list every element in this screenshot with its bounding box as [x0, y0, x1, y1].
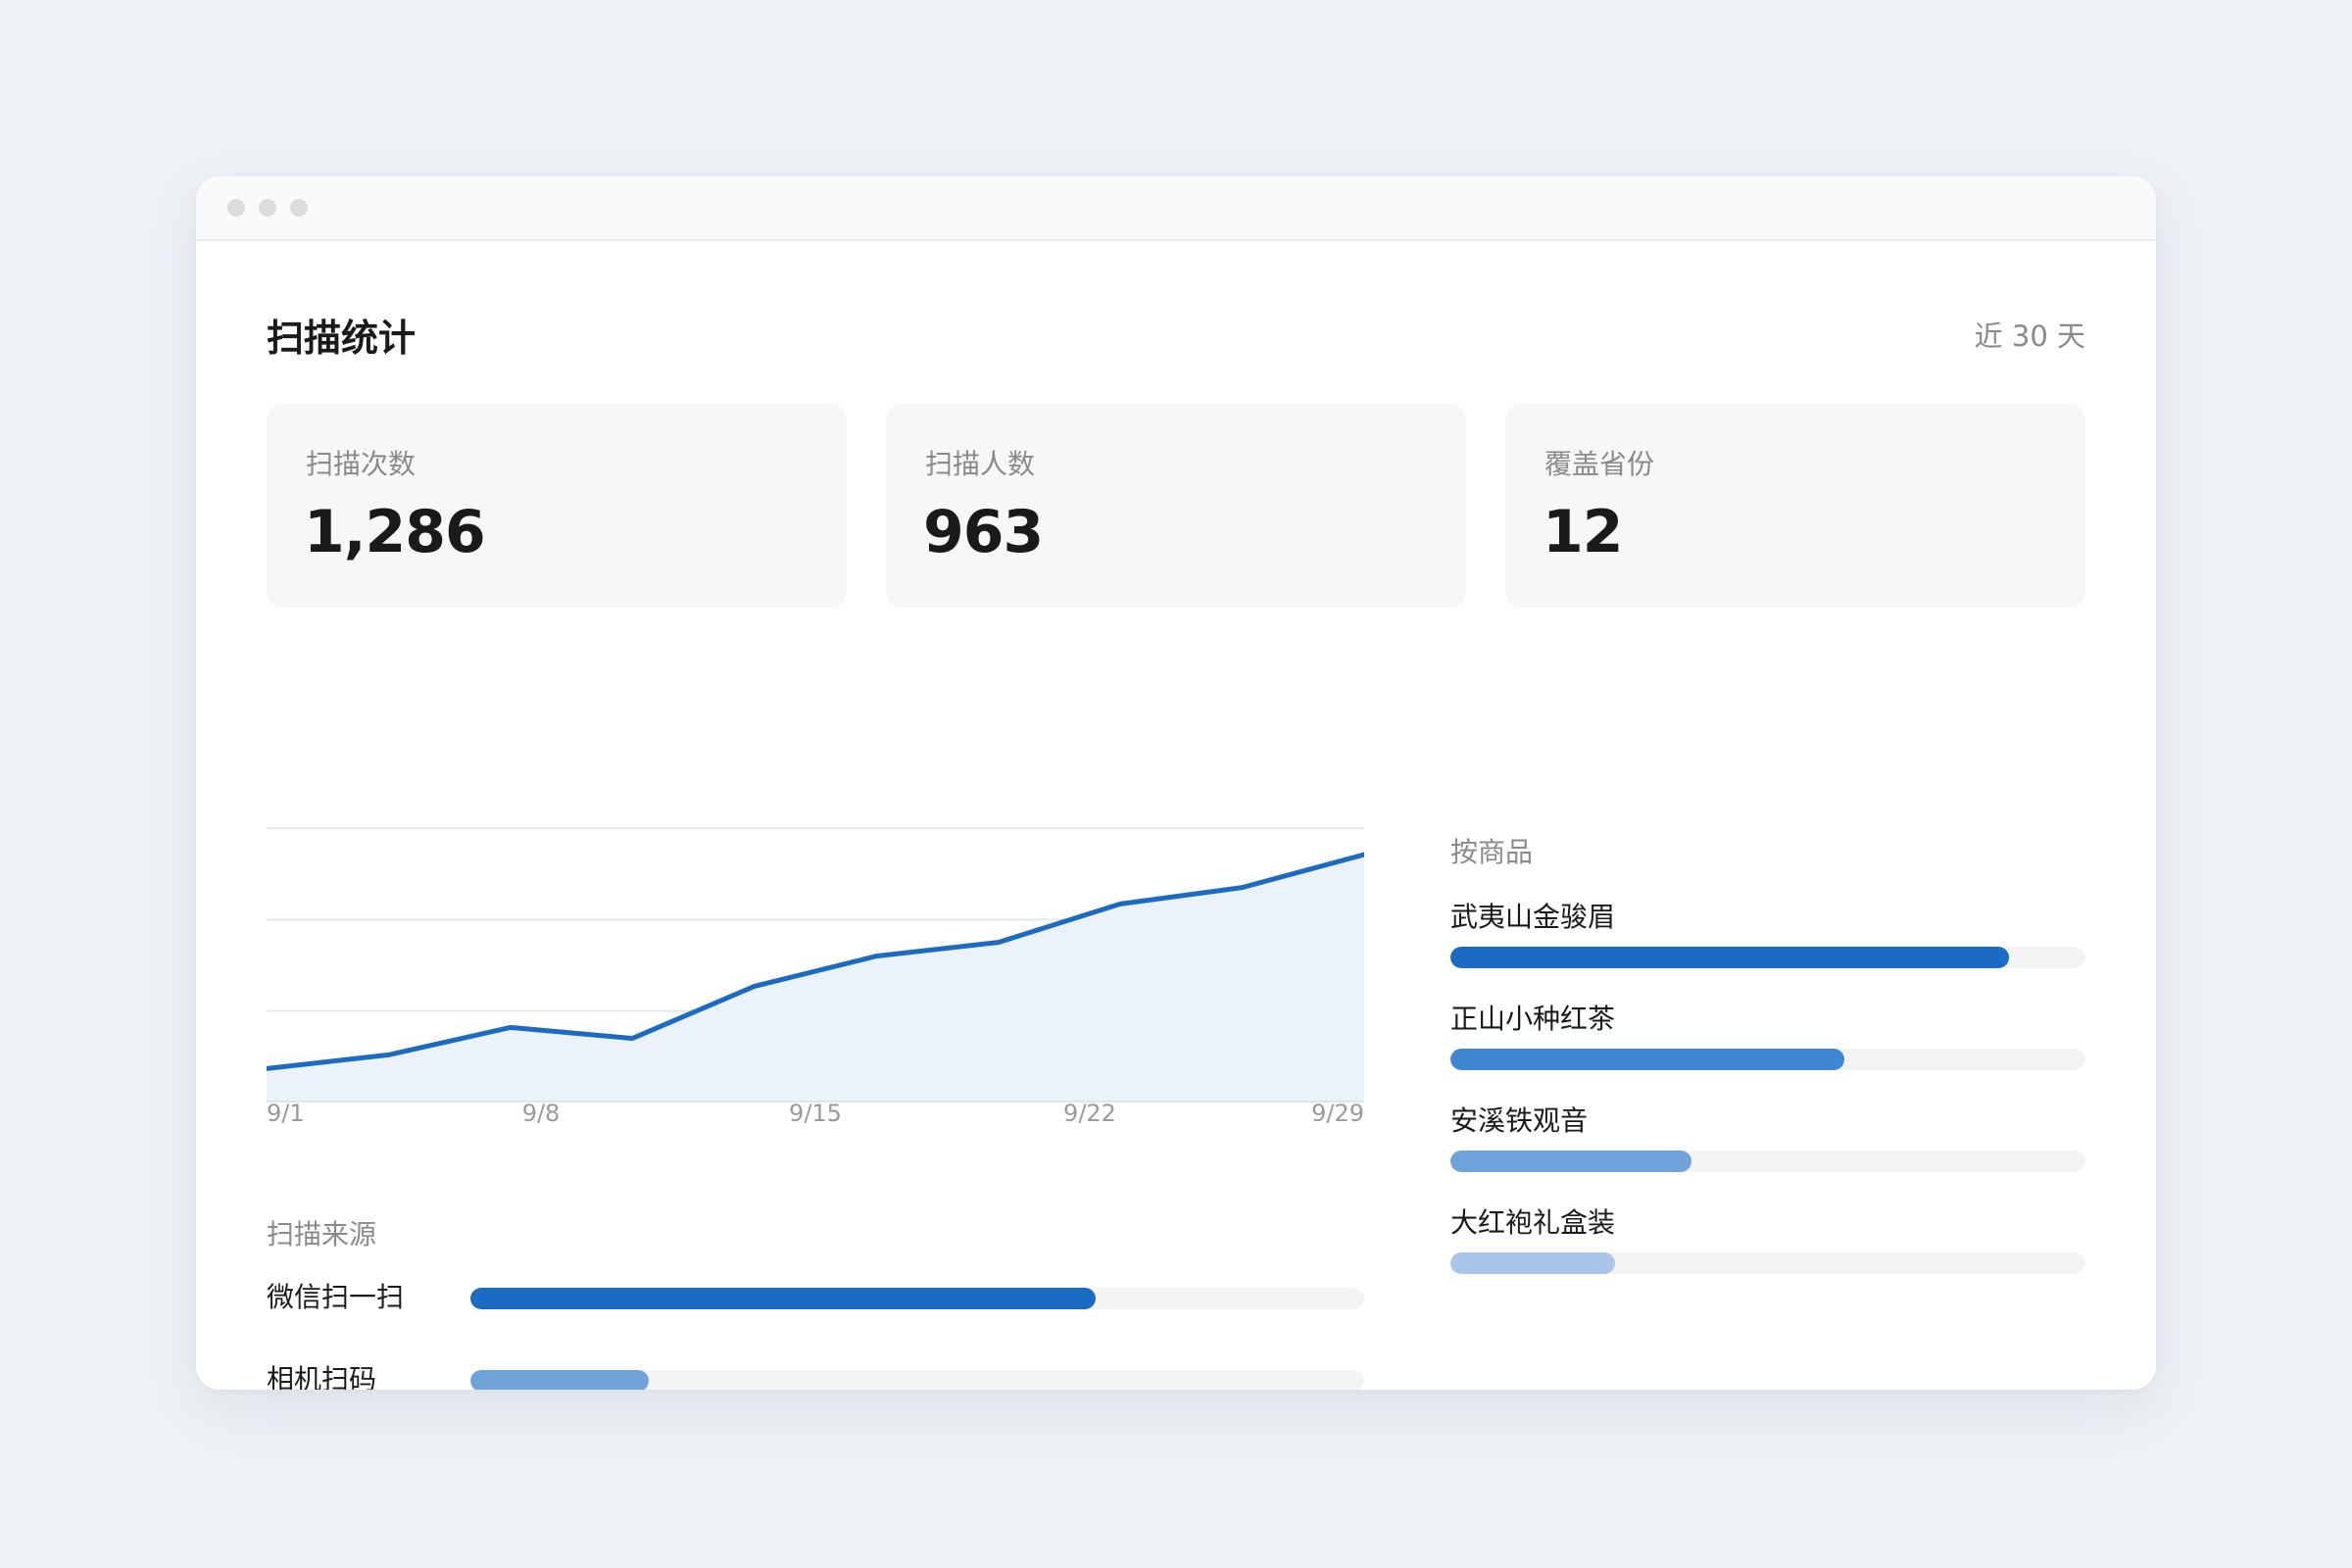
stat-card-scan-count: 扫描次数 1,286: [267, 404, 847, 608]
product-name: 武夷山金骏眉: [1450, 901, 1616, 933]
window-minimize-button[interactable]: [259, 199, 276, 217]
product-bar-track: [1450, 947, 2085, 968]
source-name: 微信扫一扫: [267, 1281, 405, 1313]
chart-x-tick-label: 9/1: [267, 1100, 305, 1123]
source-bar-track: [470, 1288, 1364, 1309]
stat-label: 覆盖省份: [1544, 448, 1655, 480]
product-bar-fill: [1450, 947, 2010, 968]
product-bar-track: [1450, 1252, 2085, 1274]
product-bar-fill: [1450, 1252, 1616, 1274]
product-bar-fill: [1450, 1151, 1692, 1172]
product-name: 安溪铁观音: [1450, 1104, 1589, 1137]
source-bar-track: [470, 1370, 1364, 1390]
stat-label: 扫描次数: [306, 448, 416, 480]
product-bar-track: [1450, 1049, 2085, 1070]
chart-x-tick-label: 9/29: [1311, 1100, 1364, 1123]
product-row: 正山小种红茶: [1450, 998, 2085, 1076]
stat-card-scan-users: 扫描人数 963: [886, 404, 1466, 608]
date-range-label[interactable]: 近 30 天: [1974, 319, 2085, 353]
product-name: 大红袍礼盒装: [1450, 1206, 1616, 1239]
product-row: 安溪铁观音: [1450, 1100, 2085, 1178]
app-window: 扫描统计 近 30 天 扫描次数 1,286 扫描人数 963 覆盖省份 12 …: [196, 176, 2156, 1390]
chart-area-fill: [267, 855, 1364, 1102]
product-bar-track: [1450, 1151, 2085, 1172]
source-row-camera: 相机扫码: [267, 1360, 1364, 1390]
stat-value: 12: [1543, 498, 1623, 566]
window-titlebar: [196, 176, 2156, 241]
products-title: 按商品: [1450, 836, 1534, 868]
sources-title: 扫描来源: [267, 1218, 377, 1250]
product-bar-fill: [1450, 1049, 1844, 1070]
stat-label: 扫描人数: [925, 448, 1036, 480]
window-close-button[interactable]: [227, 199, 245, 217]
source-name: 相机扫码: [267, 1363, 377, 1390]
product-row: 武夷山金骏眉: [1450, 896, 2085, 974]
product-row: 大红袍礼盒装: [1450, 1201, 2085, 1280]
page-title: 扫描统计: [267, 317, 416, 360]
chart-x-tick-label: 9/22: [1063, 1100, 1116, 1123]
source-row-wechat: 微信扫一扫: [267, 1278, 1364, 1317]
source-bar-fill: [470, 1288, 1097, 1309]
scan-trend-svg: 9/1 9/8 9/15 9/22 9/29: [267, 827, 1364, 1123]
chart-x-tick-label: 9/8: [522, 1100, 561, 1123]
window-maximize-button[interactable]: [290, 199, 308, 217]
source-bar-fill: [470, 1370, 650, 1390]
chart-series-line: [267, 852, 1364, 1071]
scan-trend-chart: 9/1 9/8 9/15 9/22 9/29: [267, 827, 1364, 1123]
stat-card-provinces: 覆盖省份 12: [1505, 404, 2085, 608]
chart-x-tick-label: 9/15: [789, 1100, 842, 1123]
stat-value: 1,286: [304, 498, 486, 566]
stat-value: 963: [923, 498, 1044, 566]
dashboard-content: 扫描统计 近 30 天 扫描次数 1,286 扫描人数 963 覆盖省份 12 …: [267, 239, 2085, 1390]
product-name: 正山小种红茶: [1450, 1003, 1616, 1035]
